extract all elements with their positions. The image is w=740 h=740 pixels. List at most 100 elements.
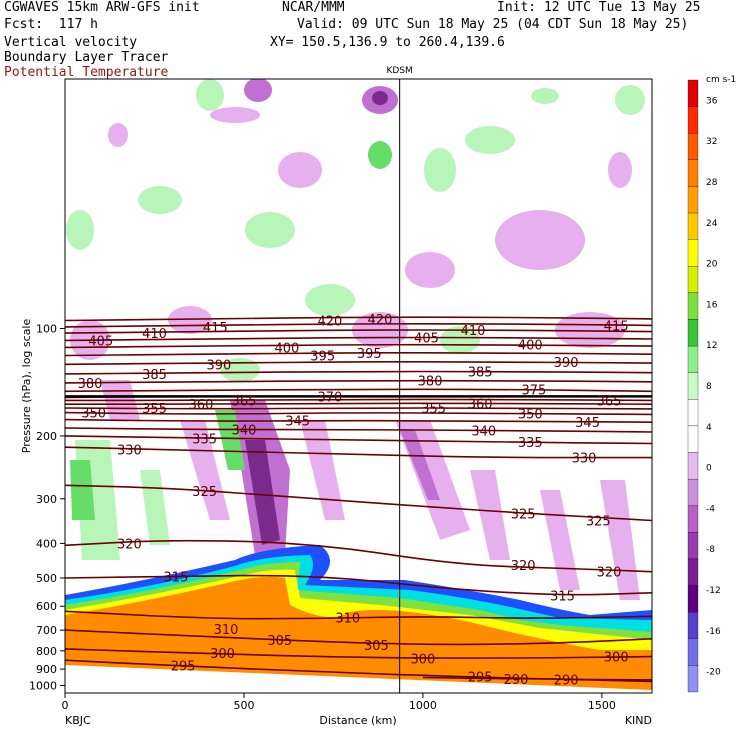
theta-label-390: 390 <box>554 356 579 371</box>
theta-contour-315 <box>65 574 652 596</box>
theta-label-415: 415 <box>203 321 228 336</box>
left-endpoint-label: KBJC <box>65 714 91 727</box>
theta-contour-385 <box>65 370 652 375</box>
colorbar-swatch <box>687 239 699 267</box>
theta-label-295: 295 <box>171 660 196 675</box>
colorbar-swatch <box>687 665 699 693</box>
cross-section-endpoints: XY= 150.5,136.9 to 260.4,139.6 <box>270 35 505 50</box>
theta-label-395: 395 <box>310 349 335 364</box>
theta-contour-375 <box>65 388 652 393</box>
theta-label-335: 335 <box>518 436 543 451</box>
colorbar-swatch <box>687 319 699 347</box>
theta-contour-295 <box>65 659 652 683</box>
theta-contour-320 <box>65 539 652 573</box>
colorbar-swatch <box>687 106 699 134</box>
theta-contour-325 <box>65 484 652 522</box>
theta-label-300: 300 <box>604 651 629 666</box>
colorbar-label: 28 <box>706 178 718 188</box>
theta-contour-335 <box>65 435 652 445</box>
theta-label-320: 320 <box>597 566 622 581</box>
field-label-potential-temperature: Potential Temperature <box>4 65 169 80</box>
theta-label-350: 350 <box>518 407 543 422</box>
colorbar-label: 4 <box>706 423 712 433</box>
theta-label-330: 330 <box>572 452 597 467</box>
colorbar-swatch <box>687 79 699 107</box>
theta-contour-405 <box>65 336 652 342</box>
x-tick-label: 1500 <box>588 699 616 712</box>
theta-label-320: 320 <box>117 537 142 552</box>
plot-frame <box>64 78 653 694</box>
colorbar-label: -12 <box>706 586 721 596</box>
right-endpoint-label: KIND <box>625 714 652 727</box>
colorbar-label: 36 <box>706 96 718 106</box>
theta-label-420: 420 <box>368 313 393 328</box>
theta-contour-380 <box>65 379 652 384</box>
theta-label-315: 315 <box>164 570 189 585</box>
theta-label-405: 405 <box>88 334 113 349</box>
colorbar-swatch <box>687 425 699 453</box>
theta-label-410: 410 <box>461 324 486 339</box>
y-tick-label: 800 <box>36 645 57 658</box>
center-label: NCAR/MMM <box>282 0 345 15</box>
theta-label-420: 420 <box>317 315 342 330</box>
colorbar-swatch <box>687 345 699 373</box>
colorbar-label: -8 <box>706 545 715 555</box>
colorbar-label: 32 <box>706 137 717 147</box>
y-tick-label: 1000 <box>29 679 57 692</box>
theta-label-315: 315 <box>550 590 575 605</box>
field-label-vertical-velocity: Vertical velocity <box>4 35 138 50</box>
colorbar-swatch <box>687 399 699 427</box>
theta-label-385: 385 <box>468 366 493 381</box>
theta-label-340: 340 <box>471 424 496 439</box>
theta-label-415: 415 <box>604 319 629 334</box>
theta-label-365: 365 <box>232 394 257 409</box>
theta-label-330: 330 <box>117 443 142 458</box>
x-axis-label: Distance (km) <box>319 714 396 727</box>
y-tick-label: 700 <box>36 624 57 637</box>
colorbar-units: cm s-1 <box>706 75 736 85</box>
theta-label-350: 350 <box>81 407 106 422</box>
theta-label-310: 310 <box>335 611 360 626</box>
colorbar-label: -20 <box>706 668 721 678</box>
theta-label-305: 305 <box>267 634 292 649</box>
theta-label-375: 375 <box>521 383 546 398</box>
y-tick-label: 100 <box>36 322 57 335</box>
theta-contour-415 <box>65 322 652 328</box>
y-tick-label: 300 <box>36 493 57 506</box>
y-axis: 100 200 300 400 500 600 700 800 900 1000 <box>29 322 65 692</box>
boundary-layer-tracer-field <box>65 545 652 693</box>
colorbar-label: -4 <box>706 504 715 514</box>
colorbar-label: 20 <box>706 260 718 270</box>
theta-label-355: 355 <box>421 402 446 417</box>
theta-label-325: 325 <box>511 508 536 523</box>
theta-contour-290 <box>422 676 652 681</box>
y-tick-label: 600 <box>36 600 57 613</box>
theta-label-390: 390 <box>206 358 231 373</box>
theta-label-300: 300 <box>210 647 235 662</box>
theta-label-325: 325 <box>586 514 611 529</box>
x-tick-label: 500 <box>233 699 254 712</box>
colorbar-swatch <box>687 186 699 214</box>
theta-label-345: 345 <box>285 414 310 429</box>
colorbar: 36 32 28 24 20 16 12 8 4 0 -4 -8 -12 -16 -20 <box>687 79 721 693</box>
theta-contour-400 <box>65 343 652 349</box>
init-time: Init: 12 UTC Tue 13 May 25 <box>497 0 701 15</box>
field-label-boundary-layer-tracer: Boundary Layer Tracer <box>4 50 169 65</box>
colorbar-swatch <box>687 372 699 400</box>
theta-label-340: 340 <box>232 424 257 439</box>
y-tick-label: 500 <box>36 572 57 585</box>
theta-label-290: 290 <box>554 673 579 688</box>
theta-label-395: 395 <box>357 347 382 362</box>
colorbar-swatch <box>687 532 699 560</box>
forecast-hour: Fcst: 117 h <box>4 17 98 32</box>
theta-contour-310 <box>65 610 652 620</box>
title-left: CGWAVES 15km ARW-GFS init <box>4 0 200 15</box>
theta-label-380: 380 <box>418 375 443 390</box>
y-axis-label: Pressure (hPa), log scale <box>20 319 33 454</box>
theta-label-410: 410 <box>142 327 167 342</box>
colorbar-swatch <box>687 638 699 666</box>
colorbar-swatch <box>687 612 699 639</box>
colorbar-label: 0 <box>706 464 712 474</box>
theta-label-365: 365 <box>597 394 622 409</box>
